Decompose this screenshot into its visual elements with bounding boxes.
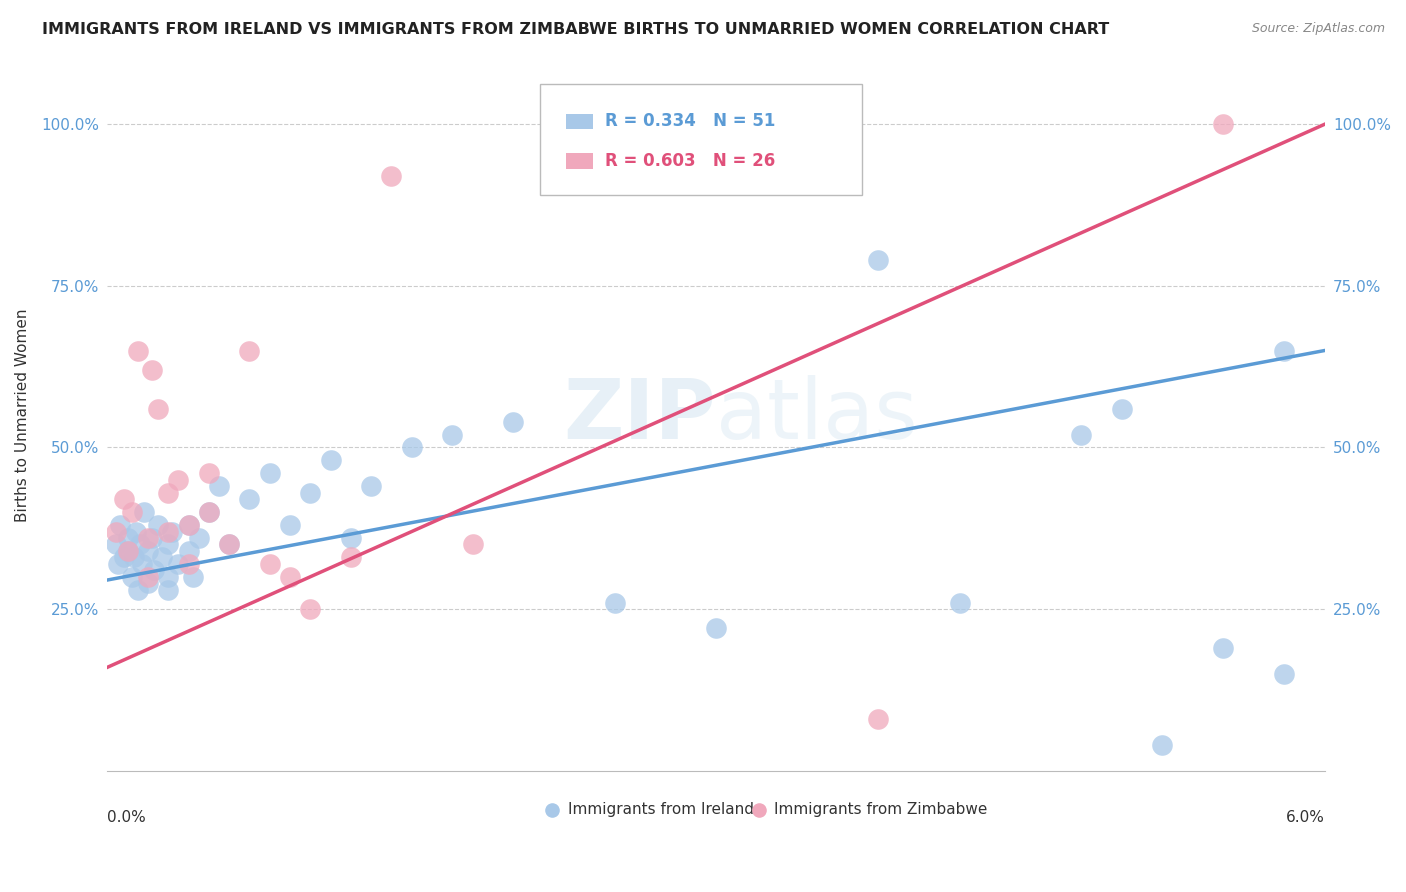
Text: R = 0.603   N = 26: R = 0.603 N = 26 — [606, 153, 776, 170]
Point — [259, 467, 281, 481]
Point — [157, 537, 180, 551]
Text: IMMIGRANTS FROM IRELAND VS IMMIGRANTS FROM ZIMBABWE BIRTHS TO UNMARRIED WOMEN CO: IMMIGRANTS FROM IRELAND VS IMMIGRANTS FR… — [42, 22, 1109, 37]
Point — [603, 596, 626, 610]
Point — [141, 531, 163, 545]
Point — [162, 524, 184, 539]
Point — [167, 557, 190, 571]
Point — [177, 557, 200, 571]
Point — [868, 712, 890, 726]
Point — [948, 596, 970, 610]
Point — [117, 531, 139, 545]
Point — [380, 169, 402, 183]
Point — [136, 570, 159, 584]
Point — [319, 453, 342, 467]
Text: 6.0%: 6.0% — [1286, 810, 1324, 825]
Point — [441, 427, 464, 442]
Point — [181, 570, 204, 584]
Point — [461, 537, 484, 551]
Y-axis label: Births to Unmarried Women: Births to Unmarried Women — [15, 309, 30, 522]
Point — [187, 531, 209, 545]
Text: Immigrants from Ireland: Immigrants from Ireland — [568, 802, 754, 817]
Point — [157, 582, 180, 597]
Point — [259, 557, 281, 571]
Point — [208, 479, 231, 493]
Point — [238, 492, 260, 507]
Point — [1212, 117, 1234, 131]
Point — [107, 557, 129, 571]
Point — [238, 343, 260, 358]
Point — [121, 505, 143, 519]
Point — [278, 518, 301, 533]
Point — [502, 415, 524, 429]
Point — [198, 505, 221, 519]
Point — [401, 441, 423, 455]
Point — [177, 544, 200, 558]
Point — [218, 537, 240, 551]
Point — [1111, 401, 1133, 416]
Point — [360, 479, 382, 493]
Point — [104, 524, 127, 539]
Point — [136, 544, 159, 558]
Text: Source: ZipAtlas.com: Source: ZipAtlas.com — [1251, 22, 1385, 36]
Point — [1272, 343, 1295, 358]
Point — [122, 550, 145, 565]
Point — [177, 518, 200, 533]
Point — [157, 570, 180, 584]
Point — [146, 518, 169, 533]
Point — [136, 531, 159, 545]
Point — [104, 537, 127, 551]
Point — [150, 550, 173, 565]
Point — [1272, 666, 1295, 681]
Text: ZIP: ZIP — [564, 375, 716, 456]
Point — [868, 252, 890, 267]
FancyBboxPatch shape — [567, 153, 593, 169]
Point — [127, 343, 149, 358]
Point — [112, 550, 135, 565]
Point — [129, 537, 152, 551]
FancyBboxPatch shape — [567, 113, 593, 129]
Point — [1070, 427, 1092, 442]
Point — [1152, 738, 1174, 752]
Point — [157, 485, 180, 500]
Point — [218, 537, 240, 551]
Point — [108, 518, 131, 533]
Point — [141, 363, 163, 377]
Point — [198, 505, 221, 519]
Point — [136, 576, 159, 591]
Point — [117, 544, 139, 558]
Point — [117, 544, 139, 558]
Point — [340, 531, 363, 545]
Point — [146, 401, 169, 416]
Point — [177, 518, 200, 533]
Point — [127, 582, 149, 597]
Point — [278, 570, 301, 584]
Point — [157, 524, 180, 539]
Point — [131, 557, 153, 571]
Text: 0.0%: 0.0% — [107, 810, 146, 825]
Point — [132, 505, 155, 519]
Point — [167, 473, 190, 487]
Point — [299, 602, 322, 616]
Text: Immigrants from Zimbabwe: Immigrants from Zimbabwe — [775, 802, 988, 817]
Point — [125, 524, 148, 539]
Point — [299, 485, 322, 500]
Point — [143, 563, 166, 577]
Point — [112, 492, 135, 507]
Text: atlas: atlas — [716, 375, 918, 456]
FancyBboxPatch shape — [540, 85, 862, 194]
Point — [340, 550, 363, 565]
Point — [198, 467, 221, 481]
Point — [121, 570, 143, 584]
Point — [704, 622, 727, 636]
Point — [1212, 640, 1234, 655]
Text: R = 0.334   N = 51: R = 0.334 N = 51 — [606, 112, 776, 130]
